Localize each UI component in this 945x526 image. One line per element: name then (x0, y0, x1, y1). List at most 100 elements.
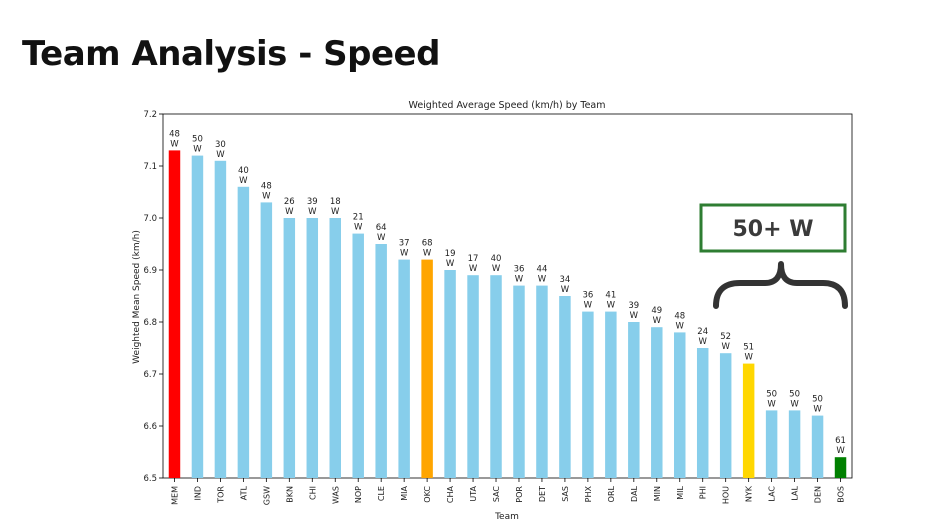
bar-sas (559, 296, 571, 478)
data-label-line: W (699, 337, 708, 347)
bar-okc (421, 259, 433, 478)
data-label: 37 W (399, 239, 410, 259)
data-label-line: 48 (261, 181, 272, 191)
data-label-line: W (767, 399, 776, 409)
bar-mil (674, 332, 686, 478)
data-label-line: 34 (560, 275, 571, 285)
slide-title: Team Analysis - Speed (22, 34, 440, 74)
data-label: 19 W (445, 249, 456, 269)
x-tick-label: HOU (722, 486, 731, 504)
bar-por (513, 285, 525, 478)
data-label: 30 W (215, 140, 226, 160)
data-label: 50 W (192, 135, 203, 155)
data-label-line: W (423, 249, 432, 259)
x-tick-label: MIA (400, 485, 409, 500)
bar-lal (788, 410, 801, 478)
data-label: 52 W (720, 332, 731, 352)
x-tick-label: PHI (699, 486, 708, 499)
data-label-line: 36 (514, 265, 525, 275)
bar-phi (696, 348, 709, 478)
bar-tor (214, 160, 227, 479)
data-label: 34 W (560, 275, 571, 295)
bar-hou (719, 353, 732, 478)
data-label-line: 61 (835, 436, 846, 446)
bar-den (811, 415, 824, 478)
bar-sac (490, 275, 502, 478)
data-label-line: W (193, 145, 202, 155)
data-label-line: W (331, 207, 340, 217)
data-label-line: 30 (215, 140, 226, 150)
curly-brace-icon (713, 261, 848, 309)
x-tick-label: ORL (607, 485, 616, 502)
data-label: 39 W (628, 301, 639, 321)
data-label-line: W (813, 405, 822, 415)
y-tick-label: 6.6 (143, 422, 157, 432)
x-tick-label: WAS (331, 486, 340, 504)
data-label: 40 W (491, 254, 502, 274)
data-label-line: W (630, 311, 639, 321)
data-label: 41 W (605, 291, 616, 311)
y-tick-label: 7.0 (143, 214, 157, 224)
data-label-line: 19 (445, 249, 456, 259)
bar-ind (191, 155, 204, 478)
data-label-line: W (790, 399, 799, 409)
data-label: 21 W (353, 213, 364, 233)
data-label-line: 50 (789, 389, 800, 399)
data-label-line: 18 (330, 197, 341, 207)
x-tick-label: LAC (768, 486, 777, 502)
x-tick-label: IND (193, 486, 202, 501)
data-label-line: 26 (284, 197, 295, 207)
x-axis-ticks: MEM IND TOR ATL GSW BKN CHI WAS NOP CLE MIA OKC CHA U… (170, 478, 846, 505)
bar-cle (375, 244, 387, 478)
data-label: 44 W (537, 265, 548, 285)
data-label-line: 48 (674, 311, 685, 321)
x-tick-label: BOS (837, 486, 846, 503)
data-label-line: W (676, 321, 685, 331)
data-label-line: W (446, 259, 455, 269)
chart-title: Weighted Average Speed (km/h) by Team (408, 100, 605, 111)
y-tick-label: 6.5 (143, 474, 157, 484)
x-tick-label: CHI (308, 486, 317, 500)
x-tick-label: NYK (745, 485, 754, 502)
x-tick-label: DAL (630, 485, 639, 501)
bars (168, 150, 847, 479)
bar-dal (628, 322, 640, 478)
x-tick-label: MIL (676, 485, 685, 499)
bar-mia (398, 259, 410, 478)
data-label-line: W (561, 285, 570, 295)
data-label-line: 44 (537, 265, 548, 275)
x-tick-label: MIN (653, 486, 662, 501)
bar-bos (834, 457, 847, 478)
data-label-line: W (653, 316, 662, 326)
data-label-line: 39 (307, 197, 318, 207)
x-tick-label: UTA (469, 485, 478, 501)
annotation-text: 50+ W (733, 217, 814, 242)
x-tick-label: OKC (423, 486, 432, 503)
y-tick-label: 7.2 (143, 110, 157, 120)
data-label-line: 40 (491, 254, 502, 264)
data-label-line: 39 (628, 301, 639, 311)
data-label: 50 W (766, 389, 777, 409)
data-label: 49 W (651, 306, 662, 326)
data-label-line: W (607, 301, 616, 311)
data-label-line: 17 (468, 254, 479, 264)
x-tick-label: SAC (492, 486, 501, 503)
data-label-line: 50 (192, 135, 203, 145)
bar-phx (582, 311, 594, 478)
data-label-line: W (538, 275, 547, 285)
data-label-line: W (262, 191, 271, 201)
x-tick-label: MEM (170, 486, 179, 505)
x-axis-label: Team (494, 512, 519, 522)
data-label: 50 W (812, 395, 823, 415)
y-axis-label: Weighted Mean Speed (km/h) (132, 230, 142, 364)
bar-gsw (260, 202, 273, 478)
data-label: 68 W (422, 239, 433, 259)
x-tick-label: BKN (285, 486, 294, 503)
data-label-line: W (836, 446, 845, 456)
data-label-line: 24 (697, 327, 708, 337)
data-label-line: W (515, 275, 524, 285)
bar-chi (306, 218, 319, 478)
data-label-line: W (400, 249, 409, 259)
